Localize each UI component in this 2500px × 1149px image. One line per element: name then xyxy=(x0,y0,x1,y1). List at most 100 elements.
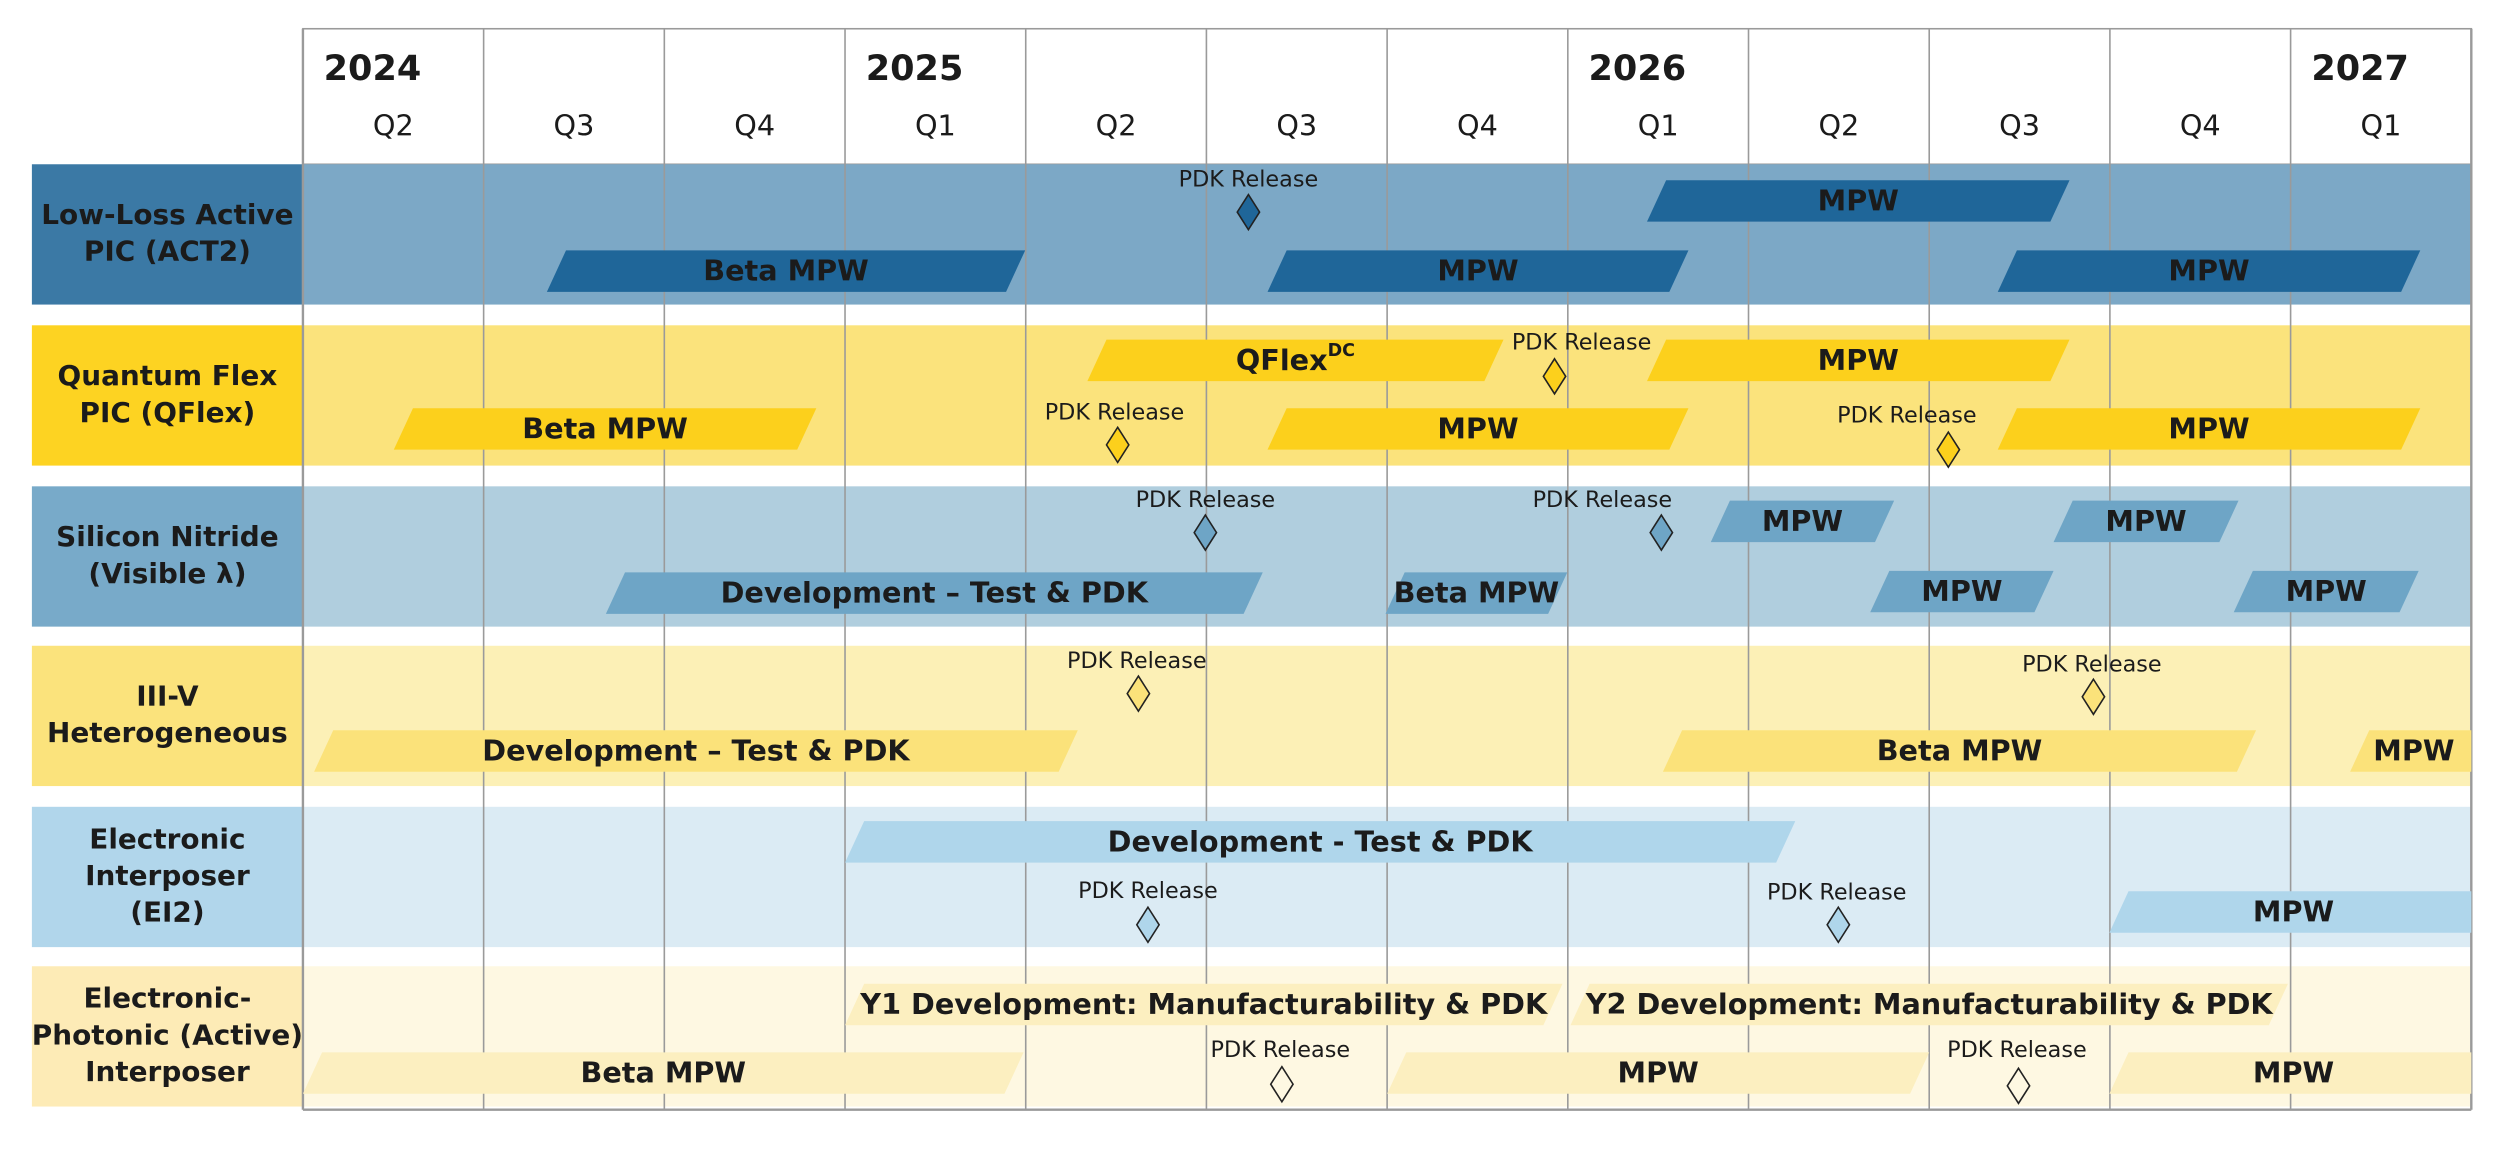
bar-shape xyxy=(314,730,1078,772)
bar-label: MPW xyxy=(1437,412,1518,446)
bar-shape xyxy=(1710,500,1895,543)
timeline-bar: Beta MPW xyxy=(1662,730,2257,772)
bar-label: Development – Test & PDK xyxy=(721,576,1150,610)
row-label-background xyxy=(31,486,303,627)
bar-shape xyxy=(1385,572,1568,614)
bar-shape xyxy=(1662,730,2257,772)
bar-shape xyxy=(1647,339,2070,382)
row-label: Photonic (Active) xyxy=(32,1018,303,1051)
quarter-label: Q3 xyxy=(1276,109,1317,143)
milestone-label: PDK Release xyxy=(1947,1037,2087,1063)
row-label: Low-Loss Active xyxy=(41,198,293,231)
milestone-diamond xyxy=(1649,513,1674,552)
timeline-bar: Y1 Development: Manufacturability & PDK xyxy=(845,983,1563,1026)
bar-label: MPW xyxy=(2286,574,2367,608)
bar-label: Development - Test & PDK xyxy=(1108,824,1535,858)
row-label: PIC (QFlex) xyxy=(80,396,256,429)
row-label-background xyxy=(31,645,303,787)
timeline-bar: MPW xyxy=(1267,408,1689,450)
row-label: Electronic xyxy=(89,822,245,855)
bar-label: Development – Test & PDK xyxy=(482,734,911,768)
bar-label: MPW xyxy=(1437,254,1518,288)
milestone-label: PDK Release xyxy=(1136,487,1276,513)
timeline-bar: MPW xyxy=(1870,570,2054,613)
bar-shape xyxy=(1387,1052,1930,1094)
bar-shape xyxy=(2053,500,2239,543)
bar-shape xyxy=(302,1052,1024,1094)
milestone-diamond xyxy=(1105,425,1130,464)
timeline-bar: Development - Test & PDK xyxy=(845,821,1796,863)
milestone-label: PDK Release xyxy=(1067,648,1207,674)
milestone-diamond xyxy=(1135,905,1161,944)
bar-shape xyxy=(393,408,817,450)
milestone-diamond xyxy=(2006,1066,2031,1105)
quarter-label: Q3 xyxy=(554,109,595,143)
bar-shape xyxy=(1997,250,2421,292)
quarter-label: Q4 xyxy=(1457,109,1498,143)
milestone-diamond xyxy=(1126,674,1151,713)
bar-label: Beta MPW xyxy=(1877,734,2043,768)
bar-label: MPW xyxy=(2105,504,2186,538)
row-label: Interposer xyxy=(85,859,250,892)
milestone-label: PDK Release xyxy=(1179,167,1319,193)
quarter-label: Q2 xyxy=(1818,109,1859,143)
bar-label-main: QFlex xyxy=(1236,343,1328,377)
milestone-diamond xyxy=(1936,430,1961,469)
quarter-label: Q2 xyxy=(373,109,414,143)
bar-shape xyxy=(1570,983,2288,1026)
bar-shape xyxy=(1997,408,2421,450)
bar-shape xyxy=(1087,339,1504,382)
quarter-label: Q2 xyxy=(1096,109,1137,143)
bar-shape xyxy=(1267,408,1689,450)
row-label-background xyxy=(31,325,303,466)
row-label-background xyxy=(31,164,303,305)
year-label: 2027 xyxy=(2311,48,2409,89)
quarter-label: Q4 xyxy=(2180,109,2221,143)
timeline-bar: MPW xyxy=(1647,180,2070,222)
timeline-bar: MPW xyxy=(2233,570,2419,613)
bar-shape xyxy=(2350,730,2472,772)
timeline-bar: MPW xyxy=(1997,250,2421,292)
timeline-bar: MPW xyxy=(2109,891,2472,933)
bar-label: MPW xyxy=(1818,343,1899,377)
bar-shape xyxy=(2109,1052,2472,1094)
row-label: PIC (ACT2) xyxy=(84,235,251,268)
milestone-label: PDK Release xyxy=(1045,399,1185,425)
bar-shape xyxy=(2109,891,2472,933)
year-label: 2025 xyxy=(866,48,964,89)
milestone-diamond xyxy=(2081,677,2106,716)
bar-label: MPW xyxy=(2253,895,2334,929)
bar-label: Y2 Development: Manufacturability & PDK xyxy=(1585,987,2275,1021)
bar-shape xyxy=(605,572,1263,614)
milestone-label: PDK Release xyxy=(2022,651,2162,677)
timeline-bar: MPW xyxy=(2053,500,2239,543)
row-label-background xyxy=(31,966,303,1107)
year-label: 2024 xyxy=(324,48,422,89)
bar-label-superscript: DC xyxy=(1328,341,1355,361)
bar-shape xyxy=(2233,570,2419,613)
row-label: Interposer xyxy=(85,1055,250,1088)
row-label: Silicon Nitride xyxy=(56,520,278,553)
bar-shape xyxy=(845,821,1796,863)
timeline-bar: Beta MPW xyxy=(546,250,1026,292)
bar-label: Beta MPW xyxy=(522,412,688,446)
bar-shape xyxy=(1870,570,2054,613)
quarter-label: Q3 xyxy=(1999,109,2040,143)
bar-label: MPW xyxy=(1618,1056,1699,1090)
bar-label: Beta MPW xyxy=(580,1056,746,1090)
bar-label: QFlexDC xyxy=(1236,341,1355,377)
bar-label: MPW xyxy=(2253,1056,2334,1090)
timeline-bar: MPW xyxy=(2109,1052,2472,1094)
timeline-bar: MPW xyxy=(1710,500,1895,543)
timeline-bar: MPW xyxy=(1387,1052,1930,1094)
year-label: 2026 xyxy=(1589,48,1687,89)
milestone-label: PDK Release xyxy=(1512,329,1652,355)
timeline-bar: MPW xyxy=(1267,250,1689,292)
bar-shape xyxy=(845,983,1563,1026)
timeline-bar: MPW xyxy=(2350,730,2472,772)
bar-label: MPW xyxy=(2168,254,2249,288)
milestone-diamond xyxy=(1826,905,1851,944)
milestone-label: PDK Release xyxy=(1078,878,1218,904)
